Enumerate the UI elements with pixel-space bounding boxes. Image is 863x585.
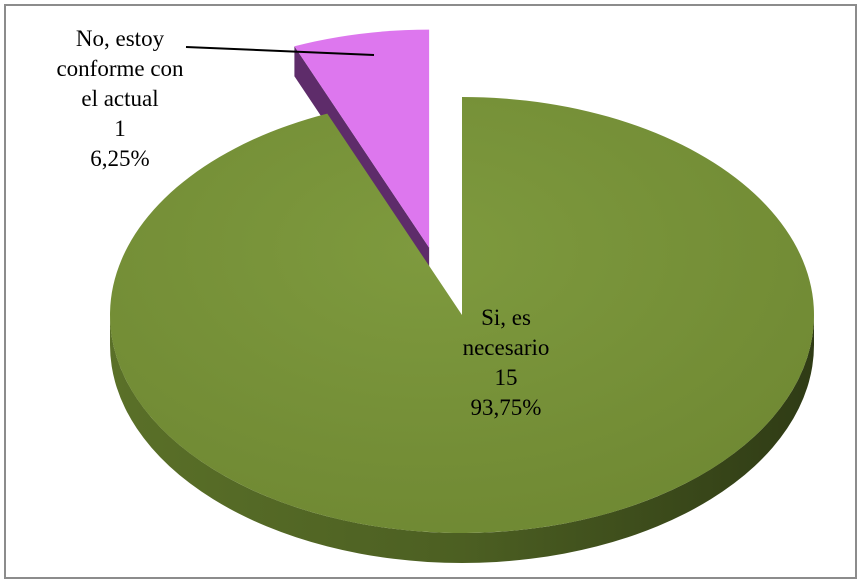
- label-no-conforme: No, estoy conforme con el actual 1 6,25%: [56, 26, 184, 171]
- label-si-necesario-line: 93,75%: [471, 395, 542, 420]
- label-si-necesario-line: 15: [495, 365, 518, 390]
- label-no-conforme-line: No, estoy: [76, 26, 165, 51]
- label-no-conforme-line: 6,25%: [90, 146, 149, 171]
- label-no-conforme-line: el actual: [81, 86, 158, 111]
- label-si-necesario: Si, es necesario 15 93,75%: [463, 305, 550, 420]
- label-no-conforme-line: 1: [114, 116, 126, 141]
- slice-no-conforme[interactable]: [294, 29, 430, 248]
- slice-si-necesario[interactable]: [110, 97, 814, 533]
- label-si-necesario-line: Si, es: [481, 305, 531, 330]
- leader-line-no-conforme: [185, 46, 375, 56]
- label-si-necesario-line: necesario: [463, 335, 550, 360]
- label-no-conforme-line: conforme con: [56, 56, 184, 81]
